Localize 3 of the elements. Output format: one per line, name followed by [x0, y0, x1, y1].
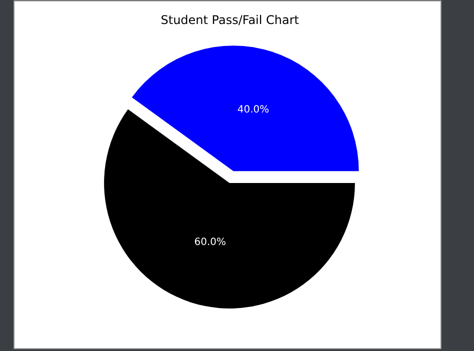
data-label: 60.0% — [194, 237, 226, 248]
data-label: 40.0% — [237, 104, 270, 116]
chart-title: Student Pass/Fail Chart — [160, 13, 300, 28]
